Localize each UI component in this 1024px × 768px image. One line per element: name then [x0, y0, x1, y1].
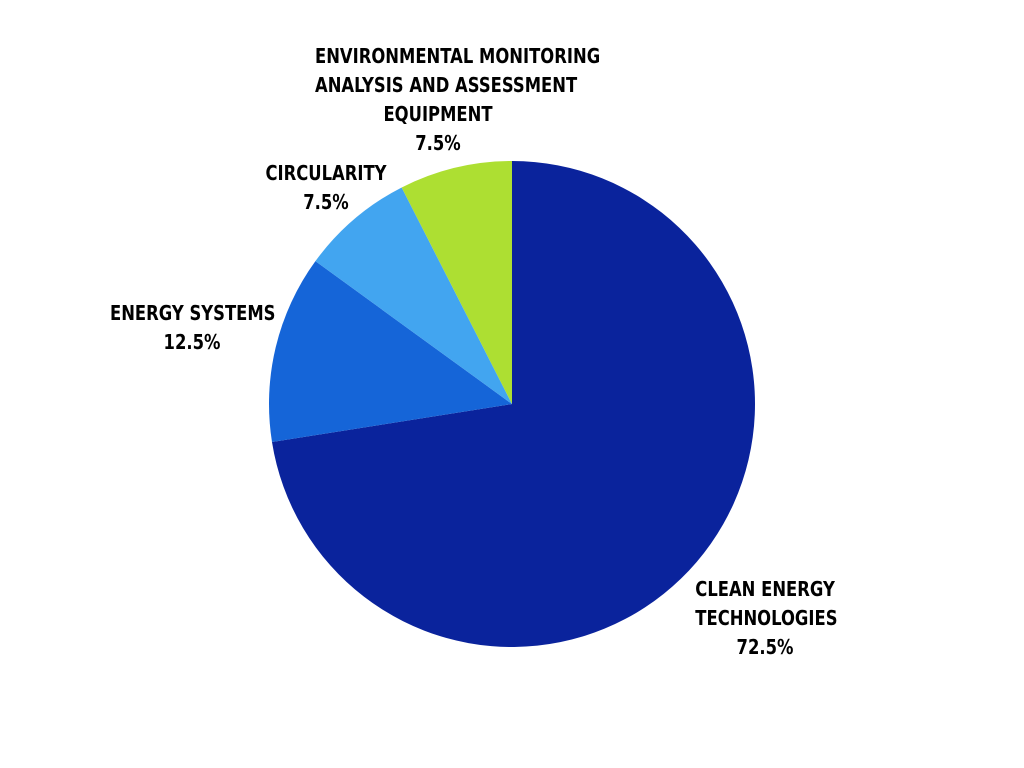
pie-slice-2	[315, 187, 512, 404]
slice-label-line: CLEAN ENERGY	[695, 577, 835, 601]
slice-value-label: 7.5%	[303, 190, 349, 214]
slice-value-label: 7.5%	[415, 131, 461, 155]
slice-label-line: ENERGY SYSTEMS	[110, 301, 276, 325]
slice-label-line: ENVIRONMENTAL MONITORING	[315, 44, 601, 68]
slice-label-line: EQUIPMENT	[383, 102, 493, 126]
slice-label-circularity: CIRCULARITY 7.5%	[260, 159, 391, 217]
slice-value-label: 72.5%	[736, 635, 794, 659]
slice-label-line: CIRCULARITY	[265, 161, 387, 185]
pie-slice-3	[401, 161, 512, 404]
slice-label-line: TECHNOLOGIES	[695, 606, 838, 630]
pie-slice-1	[268, 261, 512, 443]
slice-label-energy-systems: ENERGY SYSTEMS 12.5%	[110, 299, 276, 357]
slice-value-label: 12.5%	[163, 330, 221, 354]
slice-label-line: ANALYSIS AND ASSESSMENT	[315, 73, 578, 97]
slice-label-environmental-monitoring: ENVIRONMENTAL MONITORING ANALYSIS AND AS…	[315, 42, 601, 158]
slice-label-clean-energy-technologies: CLEAN ENERGY TECHNOLOGIES 72.5%	[695, 575, 838, 662]
pie-slice-0	[271, 161, 755, 647]
